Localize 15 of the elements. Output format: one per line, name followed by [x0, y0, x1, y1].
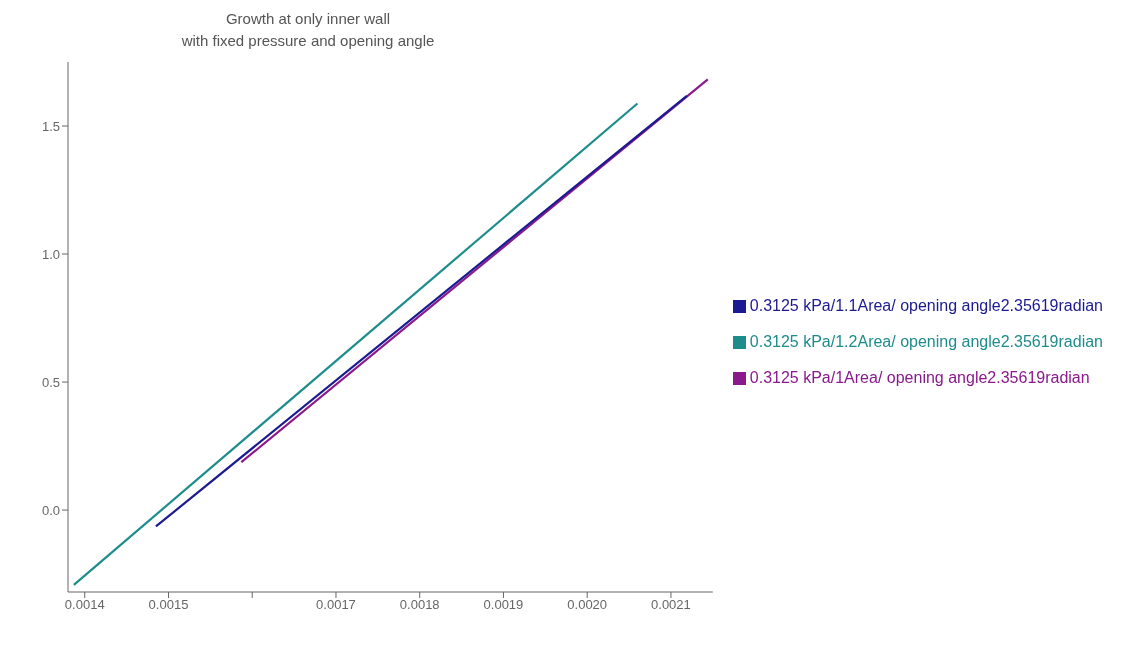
- y-tick-label: 1.0: [41, 246, 60, 262]
- y-tick-label: 0.0: [41, 502, 60, 518]
- x-tick-label: 0.0014: [64, 597, 105, 613]
- x-tick-label: 0.0019: [483, 597, 524, 613]
- x-tick-label: 0.0015: [148, 597, 189, 613]
- legend-label: 0.3125 kPa/1Area/ opening angle2.35619radian: [749, 369, 1090, 386]
- x-tick-label: 0.0020: [567, 597, 608, 613]
- x-tick-label: 0.0017: [316, 597, 356, 613]
- legend-label: 0.3125 kPa/1.2Area/ opening angle2.35619radian: [749, 333, 1103, 350]
- y-tick-label: 0.5: [41, 374, 60, 390]
- x-tick-label: 0.0018: [399, 597, 440, 613]
- x-tick-label: 0.0021: [651, 597, 691, 613]
- legend-label: 0.3125 kPa/1.1Area/ opening angle2.35619radian: [749, 297, 1103, 314]
- chart-title: Growth at only inner wall with fixed pressure and opening angle: [180, 9, 436, 51]
- y-tick-label: 1.5: [41, 118, 60, 134]
